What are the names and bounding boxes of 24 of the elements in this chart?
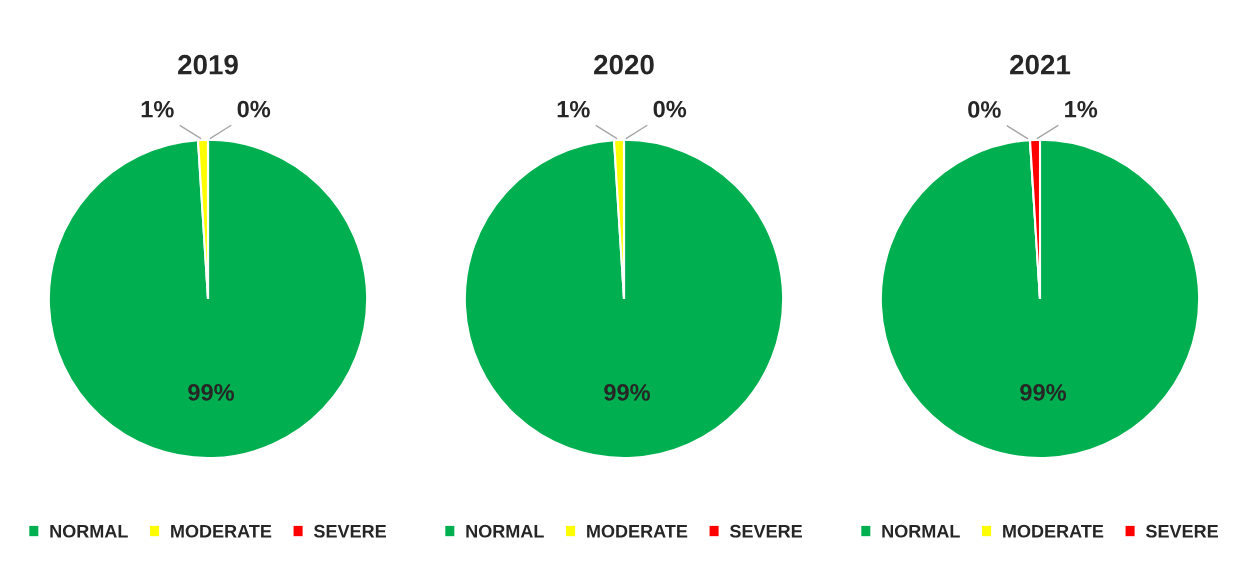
pie-slice bbox=[463, 138, 785, 460]
chart-title: 2019 bbox=[178, 54, 238, 75]
legend-label: MODERATE bbox=[587, 524, 688, 538]
data-label: 1% bbox=[1065, 100, 1098, 118]
legend-label: NORMAL bbox=[882, 524, 960, 538]
text: 0% bbox=[653, 100, 687, 118]
chart-title: 2020 bbox=[594, 54, 654, 75]
pie-slice bbox=[47, 138, 369, 460]
pie-slice bbox=[879, 138, 1201, 460]
data-label: 1% bbox=[557, 100, 590, 118]
legend-label: MODERATE bbox=[1003, 524, 1104, 538]
data-label: 99% bbox=[604, 384, 651, 401]
legend-label: SEVERE bbox=[313, 524, 386, 538]
text: 0% bbox=[237, 100, 271, 118]
legend-label: SEVERE bbox=[729, 524, 802, 538]
data-label: 99% bbox=[188, 384, 235, 401]
data-label: 1% bbox=[141, 100, 174, 118]
chart-title: 2021 bbox=[1010, 54, 1071, 75]
legend-label: NORMAL bbox=[50, 524, 128, 538]
legend-label: NORMAL bbox=[466, 524, 544, 538]
data-label: 99% bbox=[1020, 384, 1067, 401]
text: 0% bbox=[968, 101, 1001, 118]
legend-label: SEVERE bbox=[1145, 524, 1218, 538]
legend-label: MODERATE bbox=[171, 524, 272, 538]
